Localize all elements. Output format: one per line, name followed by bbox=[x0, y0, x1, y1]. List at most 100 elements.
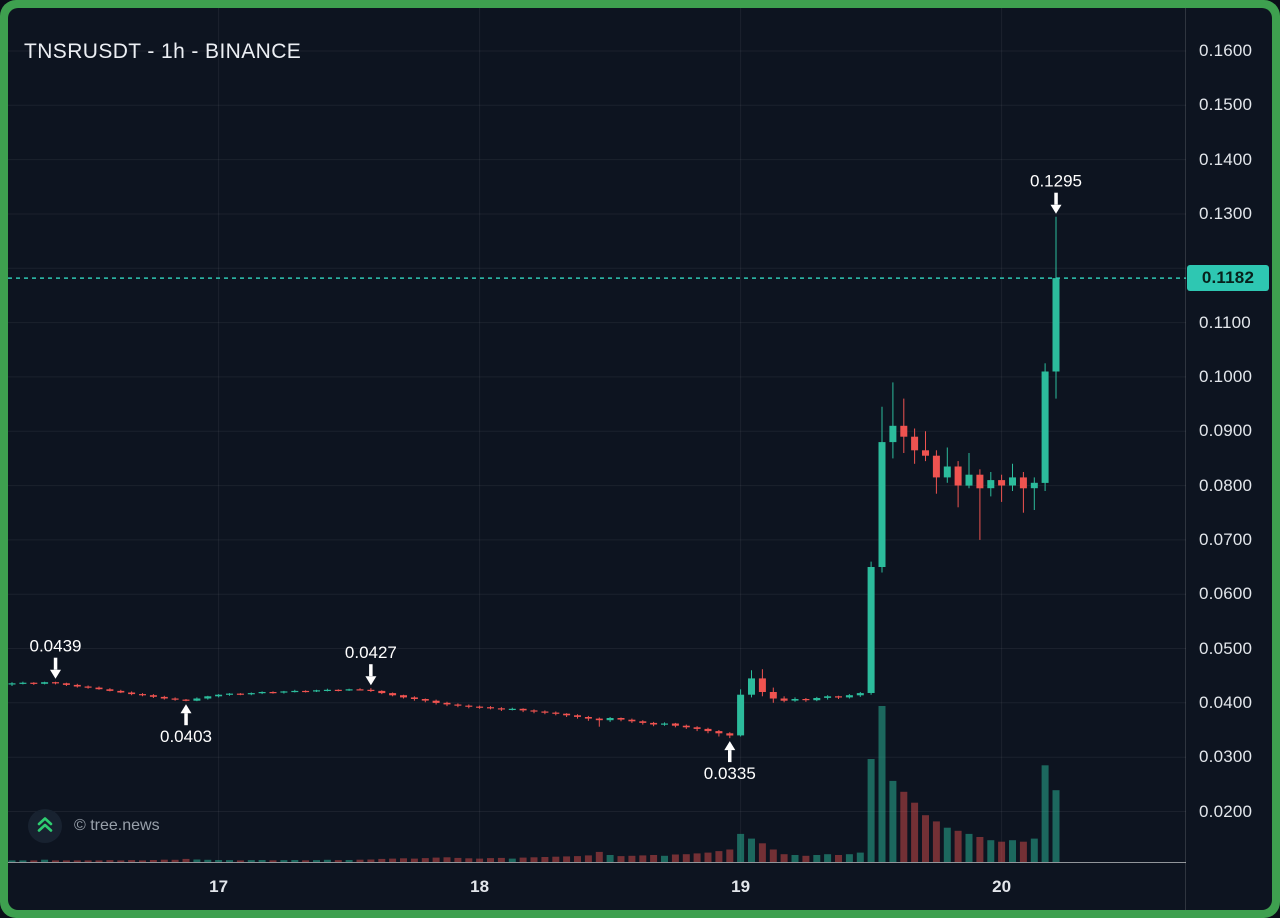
candle-body bbox=[1009, 477, 1016, 486]
volume-bar bbox=[1052, 790, 1060, 862]
volume-bar bbox=[769, 849, 777, 862]
candle-body bbox=[726, 733, 734, 736]
volume-bar bbox=[987, 840, 995, 862]
price-marker-arrow-stem bbox=[369, 664, 373, 677]
volume-bar bbox=[737, 833, 745, 862]
price-tick-label: 0.1500 bbox=[1199, 95, 1253, 115]
volume-bar bbox=[584, 855, 592, 862]
volume-bar bbox=[106, 860, 114, 862]
volume-bar bbox=[215, 860, 223, 862]
volume-bar bbox=[400, 858, 407, 862]
candle-body bbox=[302, 690, 310, 693]
candle-body bbox=[149, 695, 157, 697]
price-marker-arrow-down-icon bbox=[365, 676, 377, 686]
volume-bar bbox=[19, 860, 27, 862]
volume-bar bbox=[389, 858, 397, 862]
candle-body bbox=[856, 693, 864, 696]
volume-bar bbox=[432, 857, 440, 862]
candle-body bbox=[30, 682, 38, 684]
volume-bar bbox=[867, 759, 875, 862]
time-axis-layer[interactable]: 17 18 19 20 bbox=[8, 862, 1186, 897]
candle-body bbox=[661, 723, 668, 725]
candle-body bbox=[671, 723, 679, 726]
volume-bar bbox=[1019, 841, 1027, 862]
candle-body bbox=[606, 718, 614, 721]
volume-bar bbox=[421, 858, 429, 862]
volume-bar bbox=[280, 860, 288, 862]
candle-body bbox=[824, 696, 832, 698]
candle-body bbox=[389, 693, 397, 696]
candle-body bbox=[62, 683, 70, 685]
candle-body bbox=[345, 689, 353, 691]
price-axis[interactable]: 0.1182 0.1600 0.1500 0.1400 0.1300 0.1100 0.1… bbox=[1185, 8, 1272, 910]
candle-body bbox=[987, 480, 995, 489]
candle-body bbox=[432, 700, 440, 703]
volume-bar bbox=[835, 855, 842, 862]
volume-bar bbox=[41, 859, 49, 862]
volume-bar bbox=[8, 860, 16, 862]
price-marker-arrow-down-icon bbox=[1050, 204, 1062, 214]
volume-bar bbox=[617, 856, 625, 862]
candle-body bbox=[19, 682, 27, 684]
candle-body bbox=[617, 718, 625, 720]
candle-body bbox=[835, 696, 842, 698]
candle-body bbox=[334, 689, 342, 691]
volume-bar bbox=[704, 852, 712, 862]
volume-bar bbox=[802, 855, 810, 862]
price-tick-label: 0.1100 bbox=[1199, 312, 1251, 332]
volume-bar bbox=[943, 827, 951, 862]
volume-layer bbox=[8, 706, 1060, 862]
candle-body bbox=[900, 425, 908, 437]
candle-body bbox=[280, 691, 288, 693]
candle-body bbox=[845, 695, 853, 698]
volume-bar bbox=[922, 815, 929, 862]
volume-bar bbox=[1041, 765, 1049, 862]
volume-bar bbox=[269, 860, 277, 862]
volume-bar bbox=[780, 854, 788, 862]
price-tick-label: 0.0800 bbox=[1199, 475, 1253, 495]
candle-body bbox=[682, 725, 690, 728]
volume-bar bbox=[856, 852, 864, 862]
price-tick-label: 0.0400 bbox=[1199, 692, 1253, 712]
candle-body bbox=[748, 678, 755, 695]
volume-bar bbox=[574, 856, 581, 862]
candle-body bbox=[497, 708, 505, 710]
volume-bar bbox=[84, 860, 92, 862]
candle-body bbox=[867, 567, 875, 693]
candle-body bbox=[52, 682, 59, 684]
candle-body bbox=[247, 693, 255, 695]
price-marker-label: 0.0439 bbox=[30, 637, 82, 656]
candle-body bbox=[410, 697, 418, 699]
candle-body bbox=[878, 442, 886, 567]
volume-bar bbox=[976, 837, 984, 862]
candle-body bbox=[508, 708, 516, 710]
watermark-text: © tree.news bbox=[74, 817, 160, 834]
volume-bar bbox=[476, 858, 484, 862]
volume-bar bbox=[932, 821, 940, 862]
volume-bar bbox=[313, 860, 320, 862]
volume-bar bbox=[998, 841, 1006, 862]
volume-bar bbox=[226, 860, 233, 862]
price-marker-arrow-stem bbox=[1054, 192, 1058, 205]
volume-bar bbox=[95, 860, 103, 862]
price-tick-label: 0.0200 bbox=[1199, 801, 1253, 821]
candle-body bbox=[1052, 278, 1060, 372]
price-marker-label: 0.0335 bbox=[704, 764, 756, 783]
chart-svg[interactable]: 0.0439 0.0403 0.0427 0.0335 0.1295 17 18 19 20 bbox=[8, 8, 1186, 910]
grid-layer bbox=[8, 8, 1186, 862]
candle-body bbox=[313, 690, 320, 692]
candle-body bbox=[780, 698, 788, 701]
tree-news-logo-icon bbox=[28, 809, 62, 843]
volume-bar bbox=[1009, 840, 1016, 862]
candle-body bbox=[889, 425, 897, 443]
volume-bar bbox=[139, 860, 146, 862]
candle-body bbox=[215, 694, 223, 697]
volume-bar bbox=[530, 857, 538, 862]
price-tick-label: 0.0900 bbox=[1199, 421, 1253, 441]
current-price-label: 0.1182 bbox=[1187, 265, 1269, 292]
candle-body bbox=[378, 690, 386, 694]
time-tick-label: 18 bbox=[470, 877, 489, 896]
volume-bar bbox=[73, 860, 81, 862]
volume-bar bbox=[813, 855, 821, 862]
volume-bar bbox=[345, 860, 353, 862]
